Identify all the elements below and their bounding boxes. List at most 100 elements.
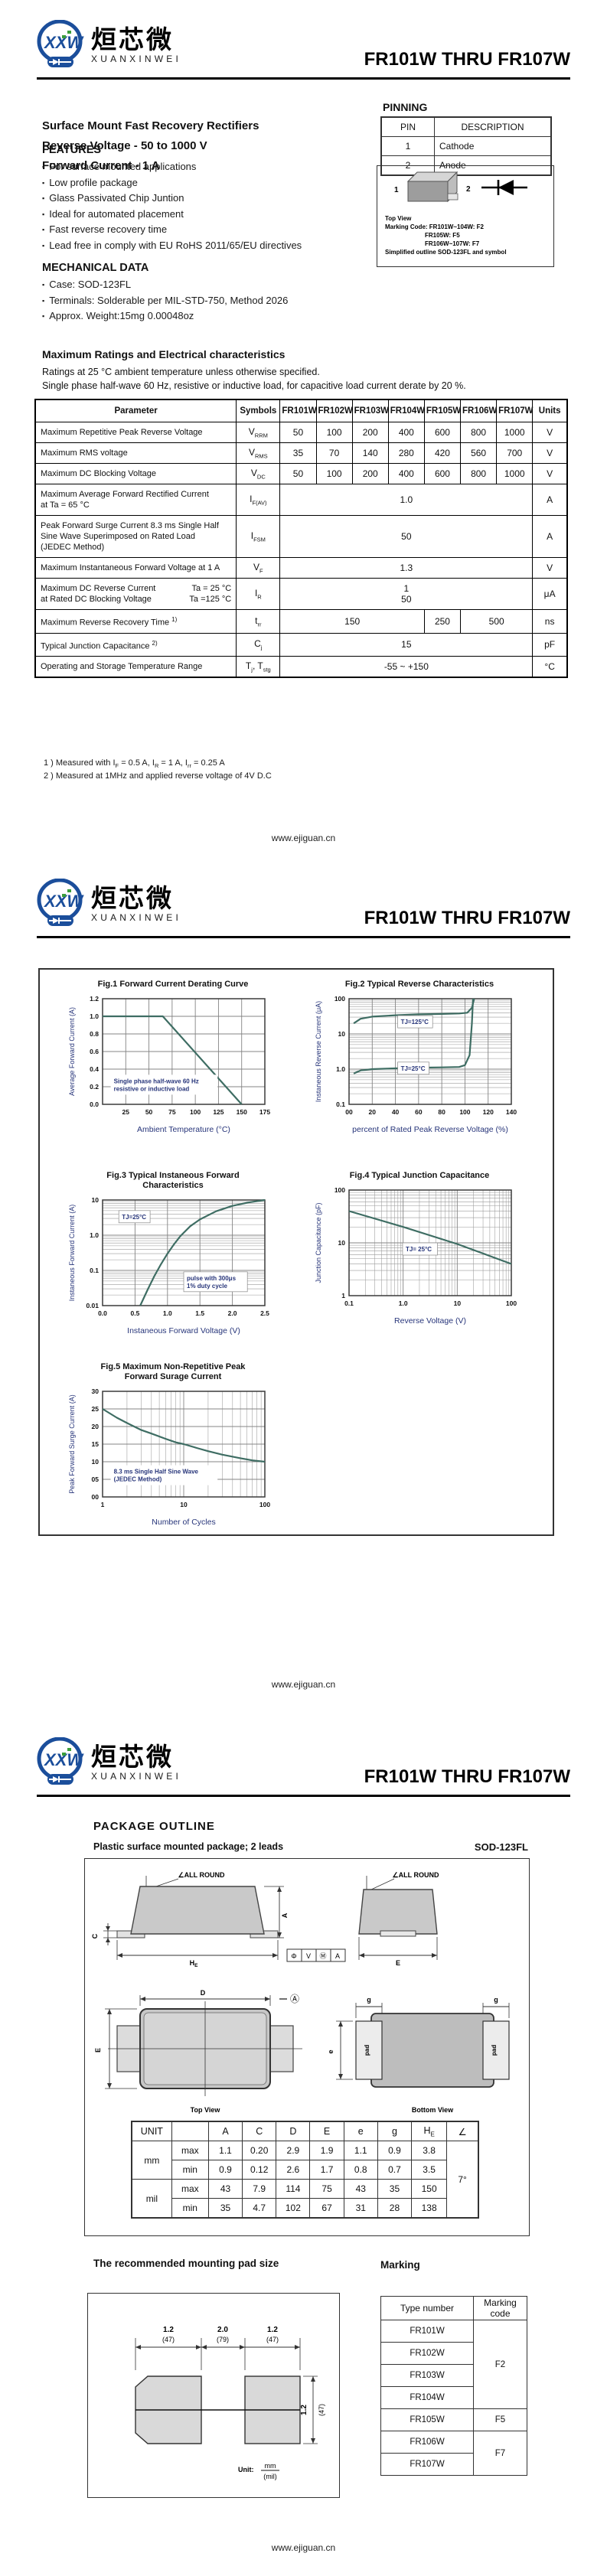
feature-item: For surface mounted applications (42, 159, 371, 175)
figure-1: Fig.1 Forward Current Derating Curve 25 5… (66, 980, 280, 1143)
unit-mm: mm (265, 2462, 276, 2470)
svg-text:60: 60 (415, 1108, 423, 1116)
feature-item: Fast reverse recovery time (42, 222, 371, 238)
fig5-title: Fig.5 Maximum Non-Repetitive Peak Forward… (100, 1362, 246, 1381)
svg-text:10: 10 (454, 1299, 462, 1307)
pad-dim: (47) (318, 2404, 325, 2416)
fig1-chart: 25 50 75 100 125 150 175 0.0 0.2 0.4 0.6 0.8 1.0 1.2 S… (66, 993, 280, 1143)
svg-text:10: 10 (92, 1196, 100, 1204)
svg-text:10: 10 (338, 1239, 346, 1247)
mounting-pad-box: 1.2 (47) 2.0 (79) 1.2 (47) 1.2 (47) Unit… (87, 2293, 340, 2498)
bottom-view-caption: Bottom View (412, 2106, 454, 2114)
header: XXW 烜芯微 XUANXINWEI FR101W THRU FR107W (37, 1737, 570, 1797)
svg-text:1: 1 (341, 1292, 345, 1299)
fig1-title: Fig.1 Forward Current Derating Curve (97, 980, 249, 989)
feature-item: Low profile package (42, 175, 371, 191)
svg-text:0.2: 0.2 (90, 1083, 99, 1091)
table-row: Maximum Repetitive Peak Reverse Voltage … (34, 422, 568, 443)
svg-text:0.0: 0.0 (90, 1101, 99, 1108)
svg-text:0.8: 0.8 (90, 1030, 99, 1038)
svg-text:125: 125 (213, 1108, 224, 1116)
svg-text:140: 140 (506, 1108, 517, 1116)
table-row: Operating and Storage Temperature Range … (34, 656, 568, 678)
table-header-row: UNIT A C D E e g HE ∠ (131, 2121, 479, 2141)
package-caption: Simplified outline SOD-123FL and symbol (385, 249, 507, 256)
feature-item: Lead free in comply with EU RoHS 2011/65… (42, 238, 371, 254)
svg-text:0.5: 0.5 (130, 1309, 139, 1317)
svg-text:10: 10 (338, 1030, 346, 1038)
mech-item: Case: SOD-123FL (42, 277, 371, 293)
svg-text:1.0: 1.0 (336, 1065, 345, 1073)
fig2-title: Fig.2 Typical Reverse Characteristics (344, 980, 494, 989)
svg-text:120: 120 (483, 1108, 494, 1116)
pin-col-header: PIN (380, 116, 435, 137)
subtitle-line: Reverse Voltage - 50 to 1000 V (42, 139, 207, 152)
svg-text:05: 05 (92, 1475, 100, 1483)
dim-c-label: C (91, 1933, 99, 1939)
table-row: FR106W F7 (380, 2431, 527, 2476)
svg-text:75: 75 (168, 1108, 176, 1116)
svg-text:Ambient Temperature (°C): Ambient Temperature (°C) (137, 1125, 230, 1134)
header: XXW 烜芯微 XUANXINWEI FR101W THRU FR107W (37, 20, 570, 80)
table-row: min 0.9 0.12 2.6 1.7 0.8 0.7 3.5 (132, 2160, 478, 2180)
table-header-row: Type number Marking code (380, 2296, 527, 2320)
svg-text:Instaneous Forward Voltage (V): Instaneous Forward Voltage (V) (127, 1326, 240, 1335)
svg-text:1.5: 1.5 (195, 1309, 204, 1317)
subtitle-line: Surface Mount Fast Recovery Rectifiers (42, 119, 259, 132)
svg-text:Junction Capacitance (pF): Junction Capacitance (pF) (315, 1202, 322, 1283)
marking-code-line2: FR105W: F5 (425, 232, 460, 239)
svg-text:1: 1 (101, 1501, 105, 1508)
ratings-table: Parameter Symbols FR101W FR102W FR103W F… (34, 399, 568, 679)
svg-text:00: 00 (345, 1108, 353, 1116)
footer-url[interactable]: www.ejiguan.cn (271, 1679, 336, 1690)
footer-url[interactable]: www.ejiguan.cn (271, 2542, 336, 2553)
dim-e-small-label: e (327, 2049, 335, 2053)
page-title: FR101W THRU FR107W (364, 1766, 570, 1787)
pad-dim: 1.2 (163, 2326, 174, 2334)
svg-text:percent of Rated Peak Reverse: percent of Rated Peak Reverse Voltage (%… (352, 1125, 508, 1134)
svg-text:150: 150 (237, 1108, 247, 1116)
svg-text:0.6: 0.6 (90, 1048, 99, 1055)
feature-item: Ideal for automated placement (42, 207, 371, 223)
header: XXW 烜芯微 XUANXINWEI FR101W THRU FR107W (37, 879, 570, 938)
dim-e-label: E (396, 1959, 400, 1967)
svg-text:Single phase half-wave 60 Hz: Single phase half-wave 60 Hz (114, 1078, 199, 1084)
footer-url[interactable]: www.ejiguan.cn (271, 833, 336, 843)
dim-g-label: g (494, 1996, 498, 2004)
table-row: Maximum RMS voltage VRMS 35 70 140 280 4… (34, 442, 568, 464)
table-header-row: Parameter Symbols FR101W FR102W FR103W F… (34, 399, 568, 422)
svg-text:1.0: 1.0 (163, 1309, 172, 1317)
table-row: 1 Cathode (380, 136, 552, 156)
svg-text:2: 2 (466, 185, 471, 194)
table-row: Maximum Instantaneous Forward Voltage at… (34, 557, 568, 579)
figure-5: Fig.5 Maximum Non-Repetitive Peak Forward… (66, 1362, 280, 1536)
page-1: XXW 烜芯微 XUANXINWEI FR101W THRU FR107W Su… (0, 0, 607, 859)
svg-text:2.5: 2.5 (260, 1309, 269, 1317)
svg-text:1% duty cycle: 1% duty cycle (187, 1283, 227, 1290)
svg-text:Instaneous Forward Current (A): Instaneous Forward Current (A) (68, 1205, 76, 1302)
svg-text:0.1: 0.1 (344, 1299, 354, 1307)
mechanical-data-list: Case: SOD-123FL Terminals: Solderable pe… (42, 277, 371, 324)
pinning-heading: PINNING (383, 101, 428, 113)
svg-text:Instaneous Reverse Current (μA: Instaneous Reverse Current (μA) (315, 1001, 322, 1102)
svg-text:0.1: 0.1 (90, 1267, 99, 1274)
features-list: For surface mounted applications Low pro… (42, 159, 371, 253)
table-row: FR104W (380, 2386, 527, 2409)
page-2: XXW 烜芯微 XUANXINWEI FR101W THRU FR107W Fi… (0, 859, 607, 1717)
svg-text:100: 100 (506, 1299, 517, 1307)
svg-text:20: 20 (369, 1108, 377, 1116)
logo-mark-icon: XXW (37, 20, 84, 67)
svg-text:Reverse Voltage (V): Reverse Voltage (V) (394, 1316, 466, 1325)
package-outline-subtitle: Plastic surface mounted package; 2 leads (93, 1841, 284, 1852)
dim-e-label: E (94, 2048, 102, 2053)
svg-text:0.4: 0.4 (90, 1065, 99, 1073)
mech-item: Terminals: Solderable per MIL-STD-750, M… (42, 293, 371, 309)
package-drawing-icon: 1 2 (394, 171, 527, 203)
all-round-label: ∠ALL ROUND (393, 1871, 439, 1879)
marking-code-line1: Marking Code: FR101W~104W: F2 (385, 223, 484, 230)
svg-text:1.0: 1.0 (399, 1299, 408, 1307)
ratings-note2: Single phase half-wave 60 Hz, resistive … (42, 380, 466, 391)
svg-text:10: 10 (92, 1458, 100, 1466)
marking-table: Type number Marking code FR101W F2 FR102W… (380, 2296, 527, 2476)
svg-text:1: 1 (394, 186, 399, 194)
